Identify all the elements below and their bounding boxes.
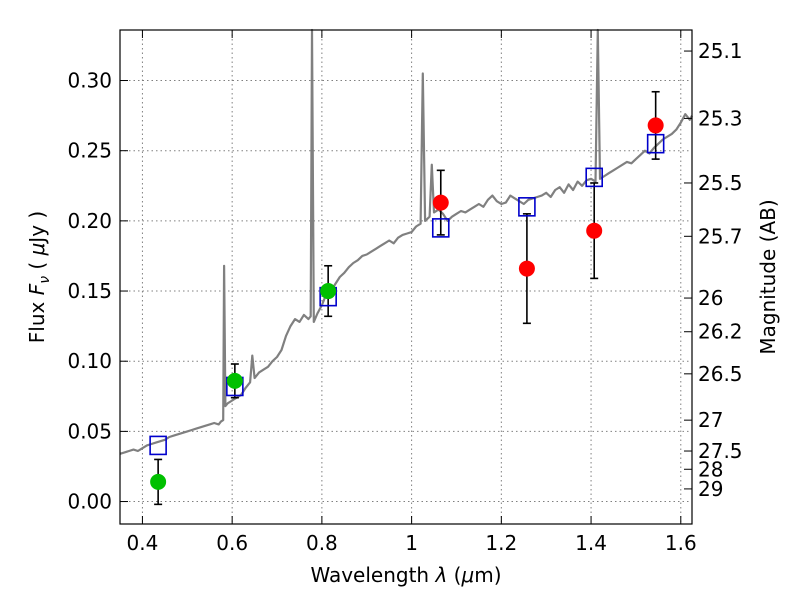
y-tick-label: 0.05 bbox=[67, 419, 112, 443]
y-tick-label: 0.00 bbox=[67, 490, 112, 514]
y2-tick-label: 25.5 bbox=[698, 171, 743, 195]
flux-point-marker bbox=[150, 473, 167, 490]
model-box-marker bbox=[518, 197, 536, 217]
y2-tick-label: 25.3 bbox=[698, 106, 743, 130]
x-tick-label: 0.8 bbox=[306, 531, 338, 555]
y2-tick-label: 27.5 bbox=[698, 439, 743, 463]
y-tick-label: 0.30 bbox=[67, 69, 112, 93]
x-tick-label: 0.6 bbox=[216, 531, 248, 555]
flux-point-marker bbox=[226, 372, 243, 389]
x-tick-label: 1 bbox=[405, 531, 418, 555]
flux-point-marker bbox=[647, 117, 664, 134]
x-tick-label: 1.2 bbox=[485, 531, 517, 555]
y2-tick-label: 26 bbox=[698, 286, 723, 310]
model-box-marker bbox=[431, 218, 450, 238]
y-axis-label: Flux Fν ( μJy ) bbox=[25, 211, 53, 343]
x-tick-label: 0.4 bbox=[127, 531, 159, 555]
model-box-marker bbox=[646, 133, 665, 154]
y2-tick-label: 29 bbox=[698, 477, 723, 501]
y2-tick-label: 27 bbox=[698, 408, 723, 432]
flux-point-marker bbox=[586, 222, 603, 239]
y2-tick-label: 26.2 bbox=[698, 320, 743, 344]
x-axis-label: Wavelength λ (μm) bbox=[310, 563, 501, 587]
flux-point-marker bbox=[432, 194, 449, 211]
x-tick-labels: 0.4 0.6 0.8 1 1.2 1.4 1.6 bbox=[127, 531, 697, 555]
plot-frame bbox=[119, 29, 693, 525]
y-tick-label: 0.25 bbox=[67, 139, 112, 163]
x-tick-label: 1.6 bbox=[665, 531, 697, 555]
y-tick-label: 0.15 bbox=[67, 279, 112, 303]
y2-tick-label: 28 bbox=[698, 457, 723, 481]
y2-tick-label: 25.1 bbox=[698, 39, 743, 63]
grid-lines bbox=[120, 30, 692, 524]
spectrum-series bbox=[119, 28, 693, 455]
y2-tick-label: 25.7 bbox=[698, 224, 743, 248]
flux-point-marker bbox=[518, 260, 535, 277]
y-tick-label: 0.10 bbox=[67, 349, 112, 373]
x-tick-label: 1.4 bbox=[575, 531, 607, 555]
y2-tick-label: 26.5 bbox=[698, 362, 743, 386]
tick-marks bbox=[120, 30, 692, 524]
model-box-marker bbox=[585, 167, 603, 188]
data-points-group bbox=[149, 117, 665, 490]
y-tick-label: 0.20 bbox=[67, 209, 112, 233]
y2-axis-label: Magnitude (AB) bbox=[756, 199, 780, 354]
y-tick-labels: 0.00 0.05 0.10 0.15 0.20 0.25 0.30 bbox=[67, 69, 112, 514]
spectrum-line bbox=[119, 28, 693, 455]
flux-point-marker bbox=[320, 283, 337, 300]
model-box-marker bbox=[149, 435, 167, 456]
